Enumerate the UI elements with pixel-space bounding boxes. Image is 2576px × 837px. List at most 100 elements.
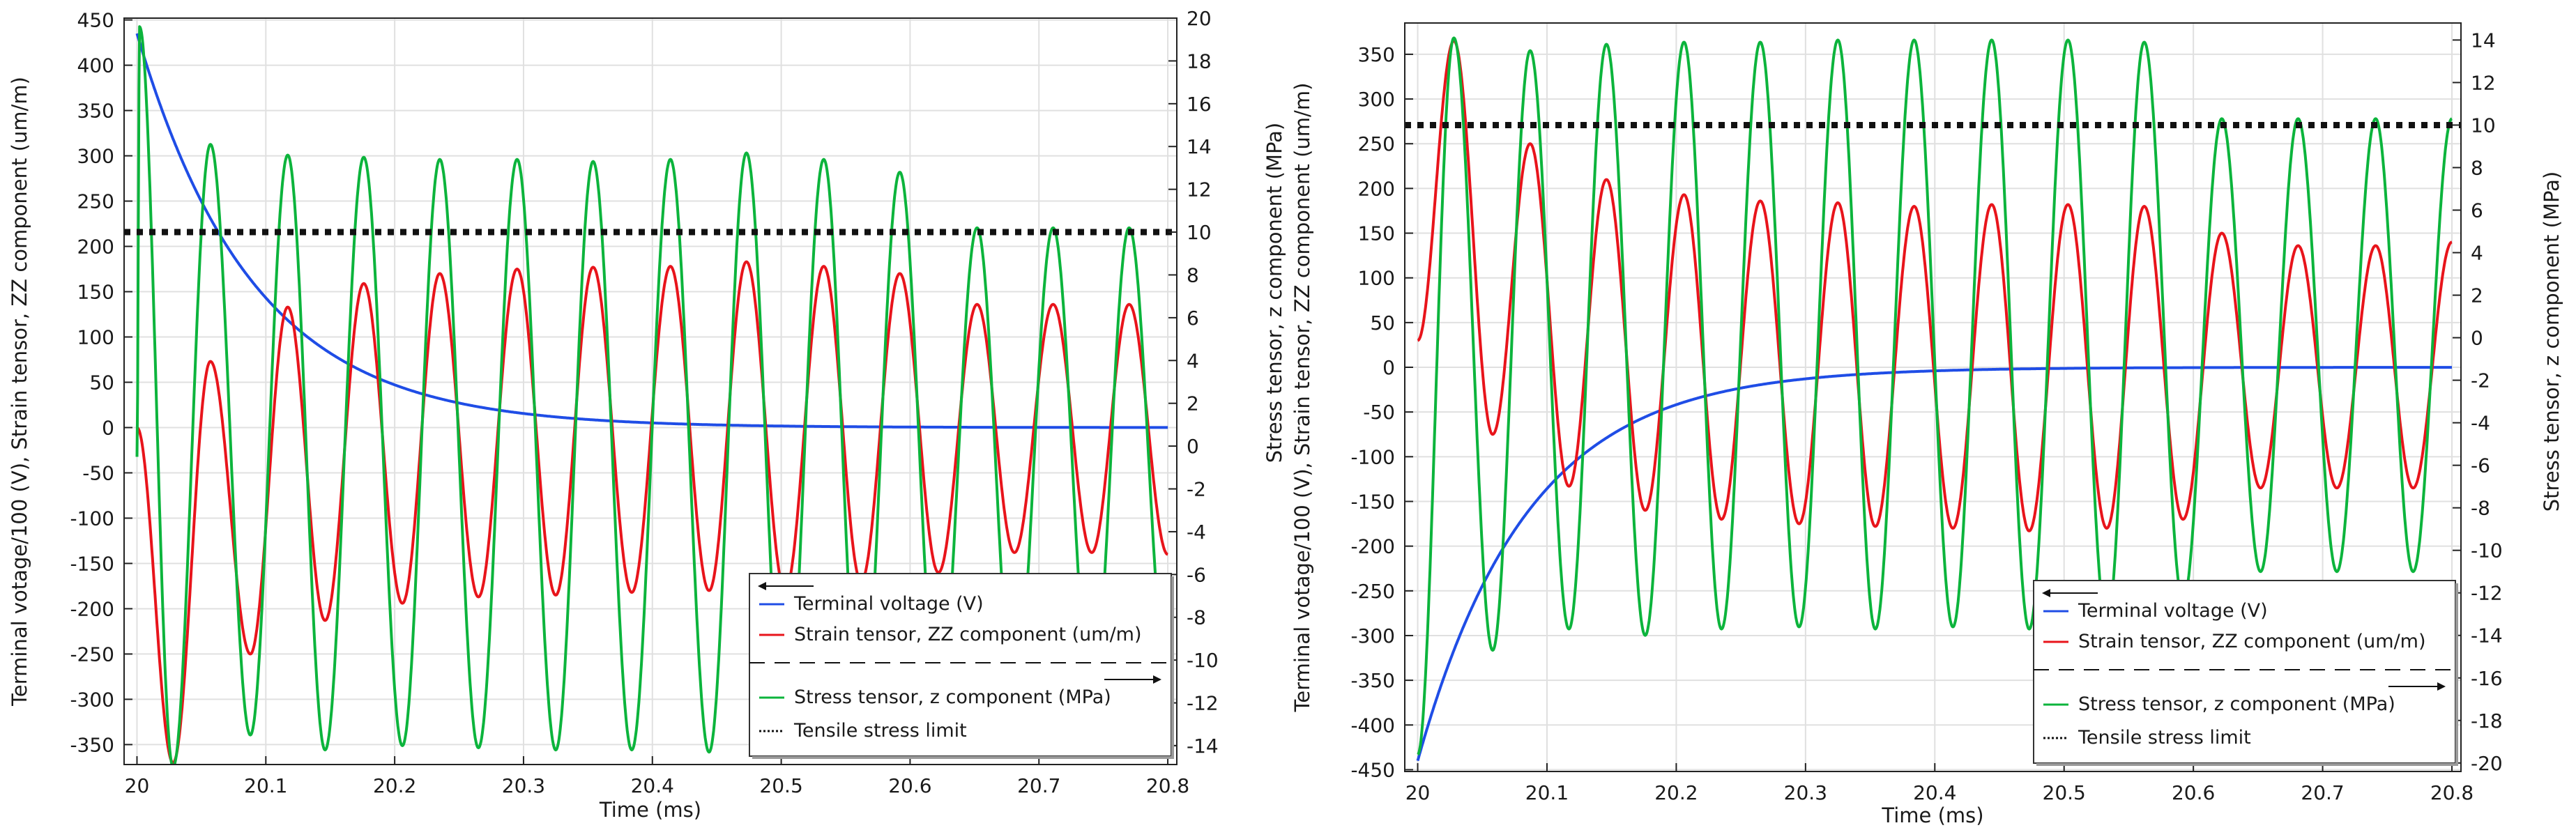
legend-box bbox=[2033, 580, 2456, 764]
y2-tick-label: 14 bbox=[2471, 29, 2496, 52]
x-tick-label: 20 bbox=[1405, 781, 1431, 804]
x-tick-label: 20.5 bbox=[759, 774, 802, 797]
y2-tick-label: -16 bbox=[2471, 667, 2503, 690]
x-tick-label: 20.4 bbox=[1913, 781, 1956, 804]
stress-series-line bbox=[1417, 36, 2453, 756]
legend-left-arrow-head-icon bbox=[758, 582, 766, 590]
y-tick-label: 300 bbox=[1358, 88, 1395, 111]
y-tick-label: -50 bbox=[82, 461, 114, 484]
y-tick-label: -250 bbox=[70, 643, 114, 666]
y-tick-label: 50 bbox=[89, 371, 114, 394]
plot-frame bbox=[1404, 22, 2462, 772]
y-tick-label: 200 bbox=[1358, 177, 1395, 200]
y-axis-label: Terminal votage/100 (V), Strain tensor, … bbox=[8, 77, 31, 707]
legend-shadow-right bbox=[2455, 583, 2458, 766]
legend: Terminal voltage (V) Strain tensor, ZZ co… bbox=[2033, 580, 2458, 766]
y2-tick-label: 8 bbox=[2471, 156, 2483, 179]
y-tick-label: -450 bbox=[1350, 758, 1395, 781]
x-axis-label: Time (ms) bbox=[1881, 804, 1983, 827]
x-tick-label: 20.7 bbox=[2301, 781, 2344, 804]
legend-box bbox=[749, 573, 1172, 757]
x-axis-label: Time (ms) bbox=[599, 798, 701, 822]
y-tick-label: -350 bbox=[70, 733, 114, 756]
y2-tick-label: -2 bbox=[2471, 369, 2490, 392]
y2-tick-label: -6 bbox=[1187, 563, 1206, 586]
legend-label-limit: Tensile stress limit bbox=[2078, 727, 2251, 748]
x-tick-label: 20.3 bbox=[1784, 781, 1827, 804]
chart-right: 20 20.1 20.2 20.3 20.4 20.5 20.6 20.7 20.8 350 300… bbox=[1263, 22, 2563, 827]
y2-axis-label: Stress tensor, z component (MPa) bbox=[2540, 171, 2563, 512]
x-tick-label: 20.8 bbox=[2430, 781, 2474, 804]
x-tick-label: 20.1 bbox=[1525, 781, 1569, 804]
y2-tick-label: -6 bbox=[2471, 454, 2490, 477]
legend-label-voltage: Terminal voltage (V) bbox=[2078, 600, 2268, 622]
y-tick-label: -350 bbox=[1350, 669, 1395, 692]
y2-tick-label: 2 bbox=[1187, 392, 1199, 415]
y2-tick-label: 0 bbox=[1187, 435, 1199, 458]
y2-tick-label: 0 bbox=[2471, 327, 2483, 350]
y-tick-label: -150 bbox=[1350, 490, 1395, 513]
y2-tick-label: -10 bbox=[1187, 649, 1219, 672]
y-tick-label: 450 bbox=[77, 9, 114, 32]
y-tick-label: 300 bbox=[77, 145, 114, 168]
y-tick-label: 200 bbox=[77, 236, 114, 259]
y2-tick-label: 8 bbox=[1187, 263, 1199, 286]
x-tick-label: 20.3 bbox=[502, 774, 545, 797]
x-tick-label: 20.7 bbox=[1017, 774, 1060, 797]
y-tick-label: -100 bbox=[1350, 445, 1395, 468]
y2-tick-label: -20 bbox=[2471, 752, 2503, 775]
y2-tick-label: 16 bbox=[1187, 93, 1212, 116]
x-tick-label: 20.2 bbox=[1654, 781, 1698, 804]
y-tick-label: 0 bbox=[102, 416, 114, 439]
y-axis-label-line-1: Stress tensor, z component (MPa) bbox=[1263, 123, 1286, 463]
y-tick-label: -400 bbox=[1350, 714, 1395, 737]
y-tick-label: -200 bbox=[70, 597, 114, 620]
plot-area bbox=[124, 25, 1177, 765]
y-tick-label: 350 bbox=[77, 100, 114, 123]
legend-label-limit: Tensile stress limit bbox=[793, 720, 967, 742]
y2-tick-label: 10 bbox=[1187, 221, 1212, 244]
plot-frame bbox=[123, 17, 1178, 765]
x-tick-label: 20.6 bbox=[2172, 781, 2215, 804]
y2-tick-label: 14 bbox=[1187, 135, 1212, 158]
y-tick-label: -300 bbox=[70, 688, 114, 711]
y-tick-label: 100 bbox=[77, 326, 114, 349]
y-axis-label-line-2: Terminal votage/100 (V), Strain tensor, … bbox=[1290, 83, 1314, 713]
y2-tick-label: -2 bbox=[1187, 478, 1206, 501]
legend-shadow-right bbox=[1171, 576, 1174, 759]
y2-tick-label: 18 bbox=[1187, 49, 1212, 72]
x-tick-label: 20.1 bbox=[244, 774, 287, 797]
y2-tick-label: -14 bbox=[1187, 735, 1219, 758]
y2-tick-label: 6 bbox=[1187, 307, 1199, 330]
legend-right-arrow-head-icon bbox=[1153, 675, 1161, 684]
legend-shadow-bottom bbox=[752, 756, 1174, 759]
legend-label-strain: Strain tensor, ZZ component (um/m) bbox=[794, 624, 1142, 645]
y-tick-label: 150 bbox=[77, 281, 114, 304]
y2-tick-label: 4 bbox=[1187, 349, 1199, 372]
y-tick-label: -250 bbox=[1350, 580, 1395, 603]
legend-label-voltage: Terminal voltage (V) bbox=[793, 593, 984, 615]
x-tick-label: 20.4 bbox=[631, 774, 674, 797]
y2-tick-label: -18 bbox=[2471, 709, 2503, 732]
x-tick-label: 20.2 bbox=[373, 774, 416, 797]
y2-tick-label: -8 bbox=[1187, 606, 1206, 629]
legend-label-strain: Strain tensor, ZZ component (um/m) bbox=[2078, 631, 2426, 652]
legend-right-arrow-head-icon bbox=[2437, 682, 2446, 691]
legend-label-stress: Stress tensor, z component (MPa) bbox=[794, 686, 1111, 708]
y-tick-label: 0 bbox=[1382, 356, 1395, 379]
y-tick-label: -150 bbox=[70, 552, 114, 575]
legend-label-stress: Stress tensor, z component (MPa) bbox=[2078, 693, 2395, 715]
legend: Terminal voltage (V) Strain tensor, ZZ co… bbox=[749, 573, 1174, 759]
y2-tick-label: 12 bbox=[1187, 178, 1212, 201]
y2-tick-label: -10 bbox=[2471, 539, 2503, 562]
y-tick-label: -300 bbox=[1350, 624, 1395, 647]
y2-tick-label: -8 bbox=[2471, 497, 2490, 520]
y-tick-label: 350 bbox=[1358, 43, 1395, 66]
y2-tick-label: -12 bbox=[2471, 582, 2503, 605]
y-tick-label: 150 bbox=[1358, 222, 1395, 245]
plot-area bbox=[1405, 36, 2461, 762]
x-tick-label: 20.5 bbox=[2043, 781, 2086, 804]
y2-tick-label: 4 bbox=[2471, 242, 2483, 265]
x-tick-label: 20 bbox=[125, 774, 150, 797]
y2-tick-label: -14 bbox=[2471, 624, 2503, 647]
